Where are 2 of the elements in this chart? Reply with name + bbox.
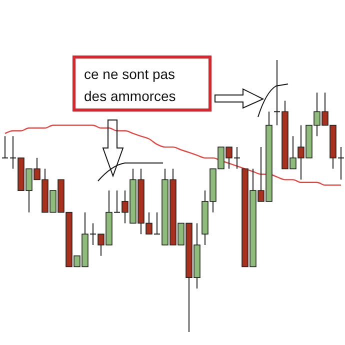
candlestick — [2, 136, 8, 158]
annotation: ce ne sont pas des ammorces — [84, 66, 176, 104]
